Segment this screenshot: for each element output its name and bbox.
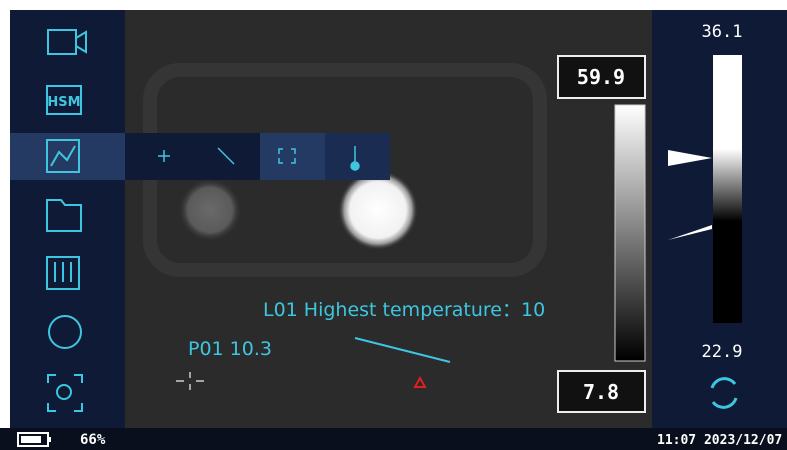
datetime: 11:07 2023/12/07 bbox=[657, 433, 782, 448]
range-min: 22.9 bbox=[702, 342, 743, 362]
battery-level: 66% bbox=[80, 432, 106, 448]
sidebar bbox=[10, 10, 125, 428]
range-max: 36.1 bbox=[702, 22, 743, 42]
point-label: P01 10.3 bbox=[188, 338, 272, 360]
thermal-camera-screen: HSM L01 Highest temperature：10 P01 10.3 … bbox=[0, 0, 787, 450]
tool-area-active[interactable] bbox=[260, 133, 325, 180]
image-min: 7.8 bbox=[583, 380, 619, 404]
image-color-bar bbox=[615, 105, 645, 361]
tool-temp[interactable] bbox=[325, 133, 390, 180]
screen-canvas: HSM L01 Highest temperature：10 P01 10.3 … bbox=[0, 0, 787, 450]
image-max: 59.9 bbox=[577, 65, 625, 89]
range-color-bar bbox=[713, 55, 742, 323]
warm-spot bbox=[178, 178, 242, 242]
hsm-label: HSM bbox=[47, 95, 80, 110]
line-label: L01 Highest temperature：10 bbox=[263, 299, 545, 321]
hot-spot bbox=[338, 170, 418, 250]
